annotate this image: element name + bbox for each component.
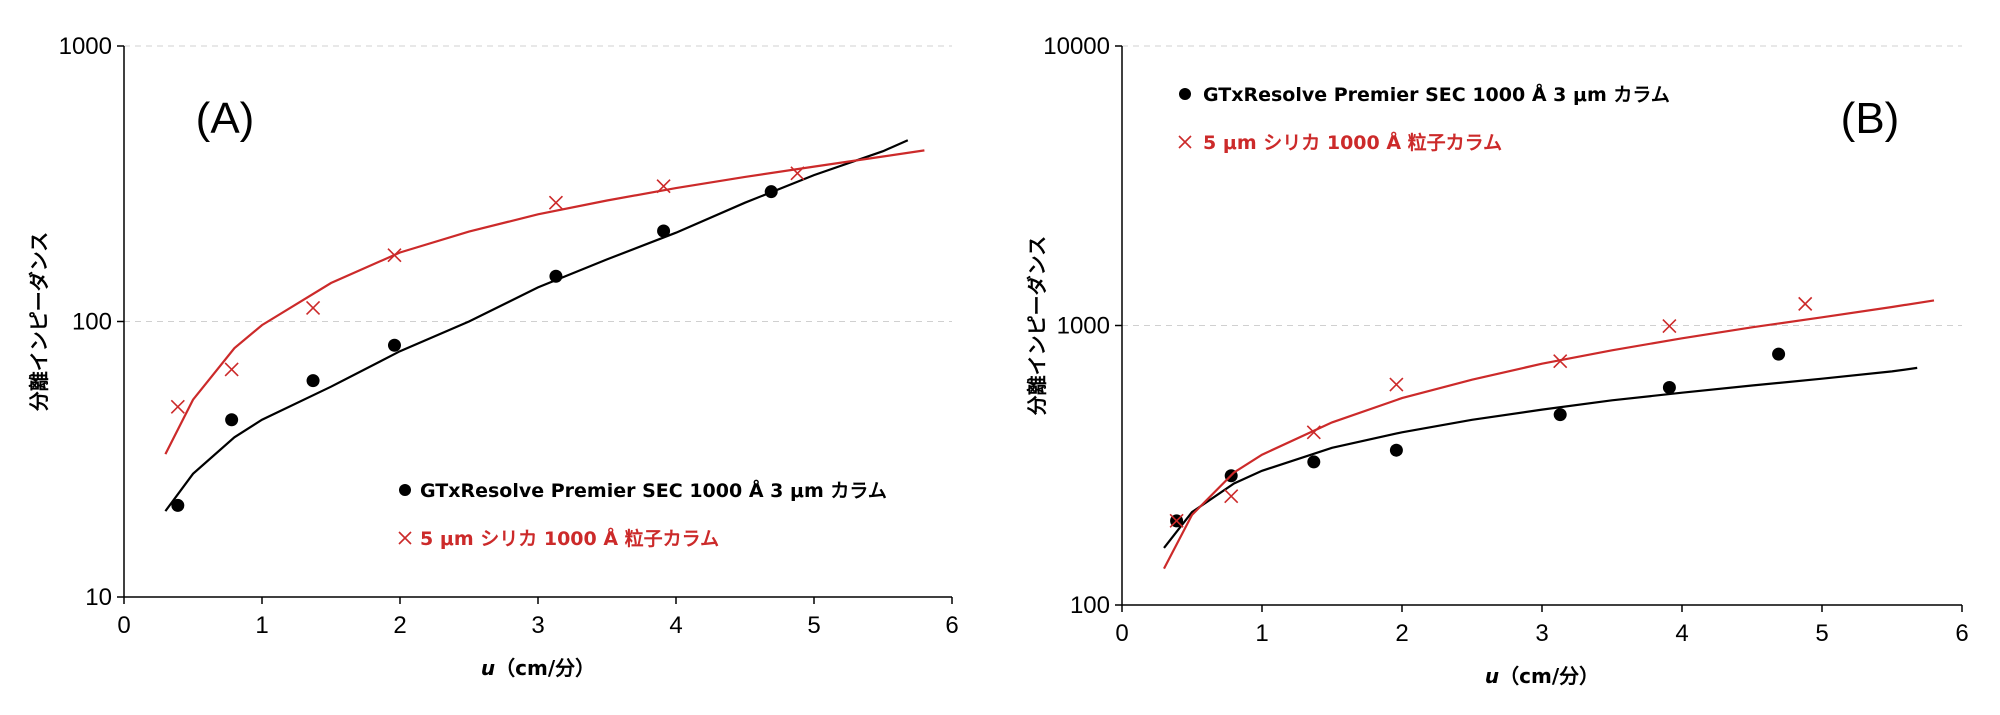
x-tick-label: 5 (1815, 620, 1828, 647)
data-point (1798, 296, 1813, 311)
data-point (1389, 443, 1403, 457)
x-tick-label: 3 (1535, 620, 1548, 647)
data-point (1553, 354, 1568, 369)
y-axis-title: 分離インピーダンス (1025, 236, 1049, 416)
y-axis-title: 分離インピーダンス (27, 232, 51, 412)
x-tick-label: 4 (669, 612, 682, 639)
x-tick-label: 5 (807, 612, 820, 639)
legend-label: GTxResolve Premier SEC 1000 Å 3 μm カラム (420, 478, 887, 502)
trendline-series-2 (164, 149, 925, 455)
data-point (306, 374, 320, 388)
y-tick-label: 10000 (1043, 33, 1110, 60)
data-point (1306, 425, 1321, 440)
y-tick-label: 1000 (1057, 313, 1110, 340)
x-tick-label: 4 (1675, 620, 1688, 647)
x-axis-variable: u (1485, 664, 1499, 688)
y-tick-label: 10 (85, 584, 112, 611)
data-point (1224, 489, 1239, 504)
panel-label: (A) (196, 94, 255, 143)
x-tick-label: 3 (531, 612, 544, 639)
data-point (1307, 455, 1321, 469)
data-point (1772, 347, 1786, 361)
x-tick-label: 0 (117, 612, 130, 639)
data-point (657, 224, 671, 238)
data-point (171, 498, 185, 512)
data-point (1662, 319, 1677, 334)
x-axis-unit: （cm/分） (1499, 664, 1599, 688)
panel-label: (B) (1841, 94, 1900, 143)
x-tick-label: 2 (1395, 620, 1408, 647)
x-tick-label: 1 (1255, 620, 1268, 647)
data-point (1389, 377, 1404, 392)
chart-panel-2: 100 1000 10000 0 1 2 3 4 5 6 u（cm/分） 分離インピーダンス (B) GT… (1025, 33, 1969, 688)
trendline-series-1 (1163, 366, 1918, 549)
legend-marker (1178, 135, 1192, 149)
chart-panel-1: 10 100 1000 0 1 2 3 4 5 6 u（cm/分） 分離インピーダンス (A) GTxRe… (27, 33, 959, 680)
x-tick-label: 6 (1955, 620, 1968, 647)
data-point (790, 166, 805, 181)
trendline-series-2 (1163, 299, 1935, 570)
data-point (1662, 381, 1676, 395)
legend-label: 5 μm シリカ 1000 Å 粒子カラム (420, 526, 719, 550)
x-tick-label: 0 (1115, 620, 1128, 647)
data-point (1169, 513, 1184, 528)
x-tick-label: 2 (393, 612, 406, 639)
data-point (549, 269, 563, 283)
data-point (764, 185, 778, 199)
data-point (170, 399, 185, 414)
legend-label: GTxResolve Premier SEC 1000 Å 3 μm カラム (1203, 82, 1670, 106)
data-point (224, 362, 239, 377)
data-point (1553, 408, 1567, 422)
legend-marker (398, 531, 412, 545)
data-point (656, 179, 671, 194)
legend-label: 5 μm シリカ 1000 Å 粒子カラム (1203, 130, 1502, 154)
data-point (305, 300, 321, 316)
legend-marker (399, 484, 411, 496)
y-tick-label: 100 (72, 309, 112, 336)
x-axis-unit: （cm/分） (495, 656, 595, 680)
y-tick-label: 100 (1070, 592, 1110, 619)
legend-marker (1179, 88, 1191, 100)
data-point (548, 195, 564, 210)
data-point (387, 338, 401, 352)
y-tick-label: 1000 (59, 33, 112, 60)
data-point (387, 248, 402, 263)
x-tick-label: 1 (255, 612, 268, 639)
x-axis-title: u（cm/分） (1485, 664, 1599, 688)
x-axis-title: u（cm/分） (481, 656, 595, 680)
x-tick-label: 6 (945, 612, 958, 639)
x-axis-variable: u (481, 656, 495, 680)
data-point (225, 413, 239, 427)
trendline-series-1 (164, 139, 909, 512)
